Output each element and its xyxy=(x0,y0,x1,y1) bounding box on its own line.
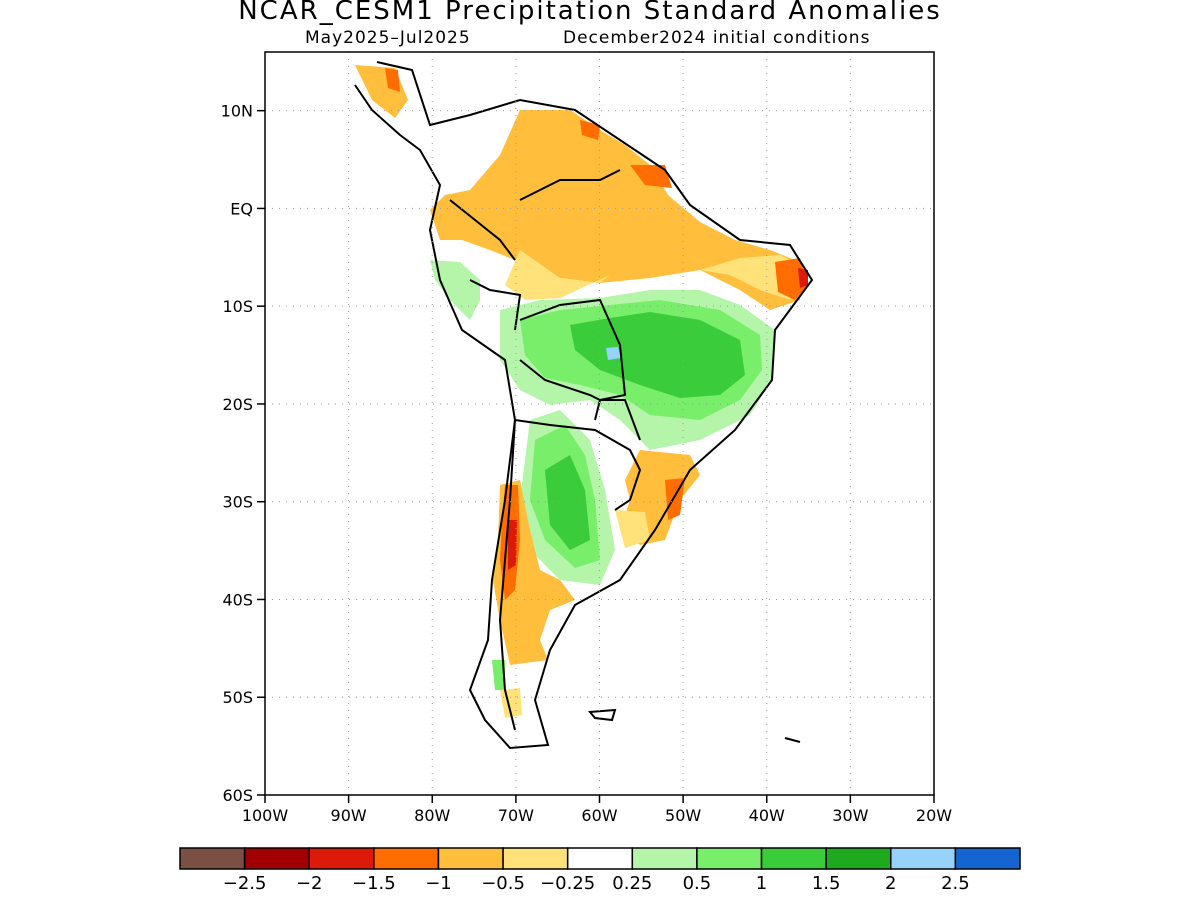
lat-tick-label: EQ xyxy=(230,199,253,218)
border-chile-argentina xyxy=(498,419,516,731)
wet-central-strong xyxy=(570,312,745,398)
lat-tick-label: 60S xyxy=(222,786,253,805)
colorbar-swatch xyxy=(825,847,892,870)
dry-north-light xyxy=(505,250,610,300)
border-colombia xyxy=(449,199,516,261)
colorbar-label: −2 xyxy=(296,873,323,894)
dry-venezuela-orange xyxy=(580,120,600,140)
dry-chile-red xyxy=(508,520,517,570)
lon-tick-label: 90W xyxy=(331,806,367,825)
lon-tick-label: 50W xyxy=(665,806,701,825)
wet-chile-south xyxy=(492,660,505,690)
border-paraguay xyxy=(600,399,641,441)
border-venezuela xyxy=(519,169,621,201)
lat-tick-label: 10S xyxy=(222,297,253,316)
wet-blue-spot xyxy=(606,347,621,360)
lon-tick-label: 40W xyxy=(749,806,785,825)
colorbar-label: 0.5 xyxy=(683,873,712,894)
colorbar-label: 2 xyxy=(885,873,896,894)
longitude-axis: 100W 90W 80W 70W 60W 50W 40W 30W 20W xyxy=(242,795,952,825)
lon-tick-label: 80W xyxy=(414,806,450,825)
colorbar-swatch xyxy=(954,847,1021,870)
lat-tick-label: 30S xyxy=(222,493,253,512)
colorbar-label: 0.25 xyxy=(612,873,652,894)
colorbar-swatch xyxy=(308,847,375,870)
colorbar-swatch xyxy=(631,847,698,870)
colorbar-label: −2.5 xyxy=(223,873,267,894)
lon-tick-label: 30W xyxy=(832,806,868,825)
chart-title: NCAR_CESM1 Precipitation Standard Anomal… xyxy=(238,0,942,26)
colorbar-label: −1.5 xyxy=(352,873,396,894)
wet-argentina-strong xyxy=(545,455,590,550)
anomaly-shading xyxy=(355,62,812,748)
lon-tick-label: 20W xyxy=(916,806,952,825)
initial-conditions: December2024 initial conditions xyxy=(563,28,871,48)
latitude-axis: 10N EQ 10S 20S 30S 40S 50S 60S xyxy=(221,102,265,805)
wet-ecuador-peru xyxy=(430,260,480,320)
coastlines xyxy=(354,61,814,750)
border-peru xyxy=(469,279,522,331)
colorbar: −2.5 −2 −1.5 −1 −0.5 −0.25 0.25 0.5 1 1.5 2 2.5 xyxy=(179,847,1021,894)
graticule xyxy=(265,52,934,795)
lat-tick-label: 40S xyxy=(222,590,253,609)
dry-cental-am-orange xyxy=(385,68,400,92)
colorbar-label: −0.5 xyxy=(481,873,525,894)
lat-tick-label: 10N xyxy=(221,102,253,121)
colorbar-swatch xyxy=(373,847,440,870)
colorbar-swatch xyxy=(179,847,246,870)
lon-tick-label: 100W xyxy=(242,806,289,825)
dry-guianas xyxy=(630,165,672,188)
lon-tick-label: 70W xyxy=(498,806,534,825)
dry-red-ne xyxy=(798,268,808,288)
colorbar-swatch xyxy=(502,847,569,870)
lon-tick-label: 60W xyxy=(581,806,617,825)
border-brazil-west xyxy=(519,298,627,401)
colorbar-label: 1 xyxy=(756,873,767,894)
south-america-coast xyxy=(354,61,814,750)
colorbar-swatch xyxy=(437,847,504,870)
south-georgia xyxy=(784,737,801,743)
colorbar-label: −1 xyxy=(425,873,452,894)
border-bolivia xyxy=(519,359,602,421)
lat-tick-label: 20S xyxy=(222,395,253,414)
colorbar-swatch xyxy=(890,847,957,870)
colorbar-swatch xyxy=(696,847,763,870)
colorbar-label: 1.5 xyxy=(812,873,841,894)
colorbar-swatch xyxy=(243,847,310,870)
colorbar-swatch xyxy=(566,847,634,870)
dry-northeast-light xyxy=(700,255,800,300)
colorbar-label: 2.5 xyxy=(941,873,970,894)
forecast-period: May2025–Jul2025 xyxy=(305,28,471,48)
border-argentina xyxy=(514,419,642,511)
colorbar-label: −0.25 xyxy=(540,873,595,894)
lat-tick-label: 50S xyxy=(222,688,253,707)
dry-uruguay xyxy=(615,510,650,548)
falklands xyxy=(587,708,617,722)
colorbar-swatch xyxy=(760,847,827,870)
